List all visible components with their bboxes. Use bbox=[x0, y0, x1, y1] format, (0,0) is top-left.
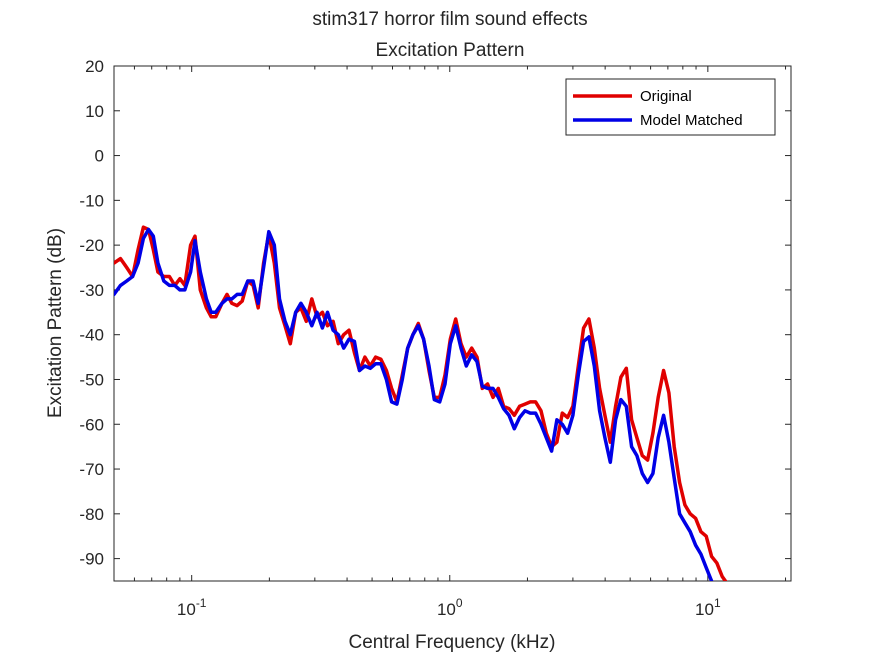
x-axis-label: Central Frequency (kHz) bbox=[349, 632, 556, 653]
y-tick-label: -50 bbox=[79, 370, 104, 389]
y-tick-label: -70 bbox=[79, 460, 104, 479]
y-tick-label: -40 bbox=[79, 326, 104, 345]
y-tick-label: 0 bbox=[95, 147, 104, 166]
y-tick-label: -90 bbox=[79, 550, 104, 569]
x-tick-label: 10-1 bbox=[177, 596, 207, 619]
chart-title: stim317 horror film sound effects bbox=[312, 9, 587, 30]
legend: Original Model Matched bbox=[565, 78, 776, 136]
y-tick-label: 20 bbox=[85, 57, 104, 76]
chart-subtitle: Excitation Pattern bbox=[376, 40, 525, 61]
series-line-model-matched bbox=[114, 227, 714, 581]
legend-box bbox=[565, 78, 776, 136]
y-tick-label: -60 bbox=[79, 415, 104, 434]
y-tick-label: -30 bbox=[79, 281, 104, 300]
series-lines bbox=[114, 225, 728, 581]
x-tick-label: 100 bbox=[437, 596, 463, 619]
legend-label: Original bbox=[640, 88, 692, 105]
y-tick-label: -10 bbox=[79, 191, 104, 210]
y-tick-label: 10 bbox=[85, 102, 104, 121]
y-tick-label: -20 bbox=[79, 236, 104, 255]
y-axis: 20 10 0 -10 -20 -30 -40 -50 -60 -70 -80 -90 bbox=[79, 57, 791, 569]
x-axis: 10-1 100 101 bbox=[113, 66, 787, 619]
y-axis-label: Excitation Pattern (dB) bbox=[45, 228, 66, 418]
plot-area bbox=[113, 65, 792, 582]
y-tick-label: -80 bbox=[79, 505, 104, 524]
x-tick-label: 101 bbox=[695, 596, 721, 619]
legend-label: Model Matched bbox=[640, 112, 743, 129]
